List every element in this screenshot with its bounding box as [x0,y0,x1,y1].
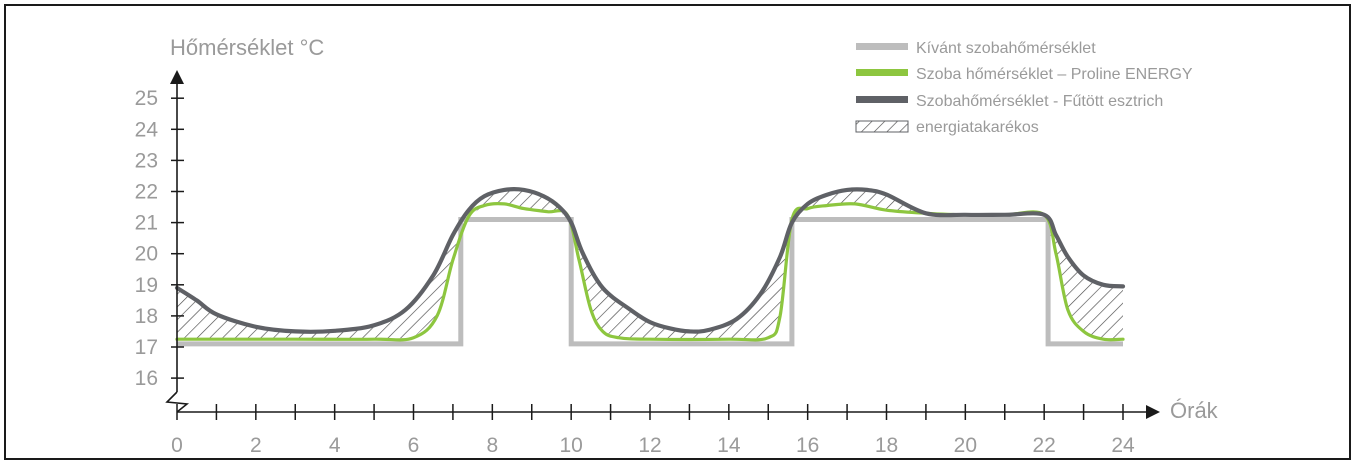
x-tick-label: 16 [796,434,819,457]
legend-swatch-screed [856,96,908,103]
legend-swatch-proline [856,69,908,76]
energy-saving-area [177,189,1123,340]
y-tick-label: 22 [135,181,158,204]
x-tick-label: 20 [954,434,977,457]
x-tick-label: 0 [171,434,183,457]
y-tick-label: 16 [135,367,158,390]
y-tick-label: 24 [135,118,159,141]
y-axis-label: Hőmérséklet °C [170,35,324,60]
series-line-desired [177,217,1123,347]
x-tick-label: 4 [329,434,341,457]
y-axis-arrowhead [170,70,184,84]
series-line-screed [174,187,1126,334]
y-tick-label: 19 [135,274,158,297]
x-tick-label: 12 [638,434,661,457]
legend: Kívánt szobahőmérséklet Szoba hőmérsékle… [855,40,1193,136]
y-tick-label: 25 [135,87,158,110]
legend-label-screed: Szobahőmérséklet - Fűtött esztrich [916,93,1163,110]
axis-break-mark [165,391,190,413]
legend-swatch-desired [856,43,908,50]
x-tick-label: 24 [1111,434,1135,457]
x-tick-label: 14 [717,434,741,457]
legend-swatch-saving [855,120,909,133]
x-tick-label: 8 [486,434,498,457]
x-tick-label: 10 [559,434,582,457]
x-axis-arrowhead [1146,405,1160,419]
y-tick-label: 20 [135,243,158,266]
legend-label-desired: Kívánt szobahőmérséklet [916,40,1096,57]
chart-frame [4,4,1351,460]
y-tick-label: 23 [135,149,158,172]
x-tick-label: 2 [250,434,262,457]
x-tick-label: 22 [1032,434,1055,457]
y-tick-label: 18 [135,305,158,328]
legend-label-proline: Szoba hőmérséklet – Proline ENERGY [916,66,1193,83]
x-tick-label: 18 [875,434,898,457]
series-line-proline [175,202,1125,342]
x-axis-label: Órák [1170,398,1219,423]
legend-label-saving: energiatakarékos [916,119,1039,136]
y-tick-label: 21 [135,212,158,235]
y-tick-label: 17 [135,336,158,359]
x-tick-label: 6 [408,434,420,457]
